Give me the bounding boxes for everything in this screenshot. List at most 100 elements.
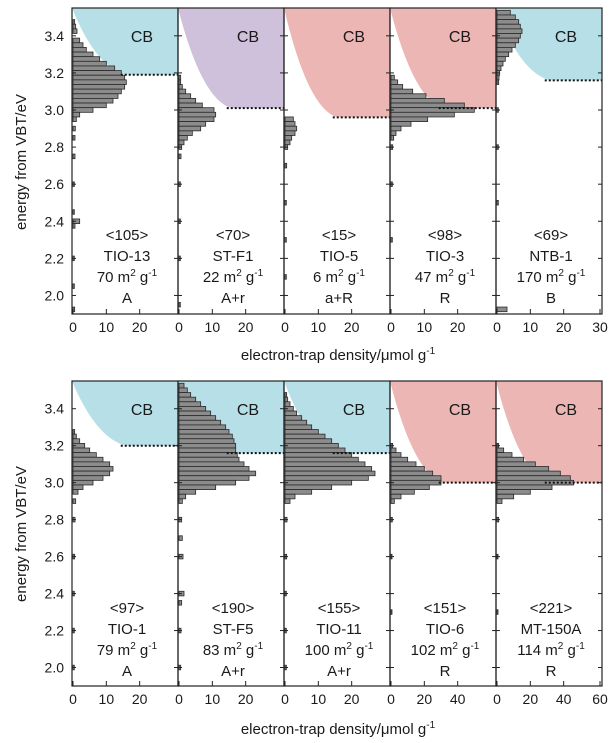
- histogram-bar: [496, 19, 520, 25]
- sample-name: ST-F5: [213, 621, 254, 638]
- histogram-bar: [72, 153, 76, 160]
- y-axis-label-bottom: energy from VBT/eV: [13, 466, 30, 602]
- histogram-bar: [390, 125, 402, 132]
- histogram-bar: [72, 475, 104, 481]
- cb-label: CB: [343, 29, 365, 46]
- area-sup: 2: [558, 268, 564, 279]
- x-tick-label: 20: [132, 691, 148, 707]
- histogram-bar: [72, 19, 76, 25]
- histogram-bar: [284, 237, 287, 243]
- sample-code: <190>: [212, 600, 255, 617]
- histogram-bar: [72, 56, 101, 62]
- area-value: 79 m: [97, 642, 130, 659]
- histogram-bar: [390, 484, 430, 490]
- histogram-bar: [178, 406, 207, 412]
- x-tick-label: 10: [311, 691, 327, 707]
- panel-tio-6: CB <151> TIO-6 102 m2 g-1 R 0 20 40: [387, 380, 497, 707]
- histogram-bar: [178, 387, 188, 393]
- histogram-bar: [284, 438, 333, 444]
- histogram-bar: [496, 60, 504, 67]
- histogram-bar: [284, 410, 298, 417]
- histogram-bar: [390, 456, 409, 463]
- x-tick-label: 10: [311, 319, 327, 335]
- area-g: g: [352, 642, 365, 659]
- sample-name: NTB-1: [529, 248, 572, 265]
- histogram-bar: [496, 493, 515, 500]
- histogram-bar: [496, 456, 525, 463]
- histogram-bar: [284, 493, 296, 500]
- histogram-bar: [284, 162, 288, 169]
- area-sup: 2: [346, 641, 352, 652]
- sample-surface-area: 22 m2 g-1: [203, 268, 264, 286]
- histogram-bar: [72, 42, 84, 48]
- histogram-bar: [72, 498, 77, 504]
- x-tick-label: 0: [281, 319, 289, 335]
- histogram-bar: [178, 382, 185, 389]
- conduction-band-region: [72, 381, 178, 446]
- area-sup: -1: [254, 641, 263, 652]
- x-tick-label: 10: [205, 691, 221, 707]
- histogram-bar: [178, 600, 183, 606]
- sample-code: <15>: [322, 227, 356, 244]
- histogram-bar: [496, 51, 510, 58]
- histogram-bar: [178, 484, 217, 490]
- histogram-bar: [72, 283, 75, 289]
- histogram-bar: [72, 456, 104, 463]
- histogram-bar: [178, 429, 230, 435]
- histogram-bar: [178, 438, 235, 444]
- histogram-bar: [178, 302, 181, 308]
- histogram-bar: [496, 452, 513, 458]
- sample-phase: a+R: [325, 290, 353, 307]
- histogram-bar: [178, 401, 202, 407]
- histogram-bar: [72, 98, 114, 104]
- histogram-bar: [284, 135, 293, 141]
- y-tick-label: 2.8: [45, 512, 65, 528]
- sample-surface-area: 6 m2 g-1: [313, 268, 365, 286]
- histogram-bar: [284, 392, 288, 398]
- conduction-band-region: [178, 381, 284, 454]
- histogram-bar: [284, 475, 369, 481]
- histogram-bar: [72, 433, 77, 440]
- top-row-panels: 2.0 2.2 2.4 2.6 2.8 3.0 3.2 3.4 CB <105> TIO-13 70 …: [45, 7, 608, 335]
- panel-frame: [495, 7, 603, 315]
- histogram-bar: [178, 74, 182, 81]
- histogram-bar: [178, 442, 237, 449]
- histogram-bar: [390, 98, 445, 104]
- histogram-bar: [178, 461, 245, 467]
- histogram-bar: [284, 116, 294, 122]
- histogram-bar: [284, 461, 366, 467]
- sample-code: <155>: [318, 600, 361, 617]
- sample-code: <97>: [110, 600, 144, 617]
- histogram-bar: [178, 489, 197, 495]
- cb-label: CB: [131, 29, 153, 46]
- y-tick-label: 3.2: [45, 65, 65, 81]
- histogram-bar: [178, 410, 212, 417]
- area-sup: 2: [558, 641, 564, 652]
- histogram-bar: [284, 130, 296, 136]
- histogram-bar: [178, 493, 187, 500]
- histogram-bar: [72, 489, 79, 495]
- histogram-bar: [284, 498, 291, 504]
- sample-surface-area: 79 m2 g-1: [97, 641, 158, 659]
- histogram-bar: [496, 65, 502, 71]
- histogram-bar: [178, 433, 233, 440]
- histogram-bar: [178, 130, 193, 136]
- histogram-bar: [496, 23, 521, 30]
- histogram-bar: [178, 139, 185, 146]
- histogram-bar: [390, 121, 412, 127]
- area-sup: -1: [576, 641, 585, 652]
- histogram-bar: [390, 130, 397, 136]
- sample-phase: R: [440, 663, 451, 680]
- x-axis-label-text: electron-trap density/μmol g: [241, 721, 426, 738]
- histogram-bar: [284, 466, 373, 472]
- histogram-bar: [178, 84, 183, 90]
- histogram-bar: [496, 200, 499, 206]
- histogram-bar: [284, 456, 359, 463]
- y-tick-label: 3.0: [45, 475, 65, 491]
- histogram-bar: [72, 84, 126, 90]
- conduction-band-region: [284, 381, 390, 454]
- area-sup: -1: [356, 268, 365, 279]
- area-g: g: [136, 269, 149, 286]
- area-sup: -1: [148, 641, 157, 652]
- sample-name: TIO-5: [320, 248, 358, 265]
